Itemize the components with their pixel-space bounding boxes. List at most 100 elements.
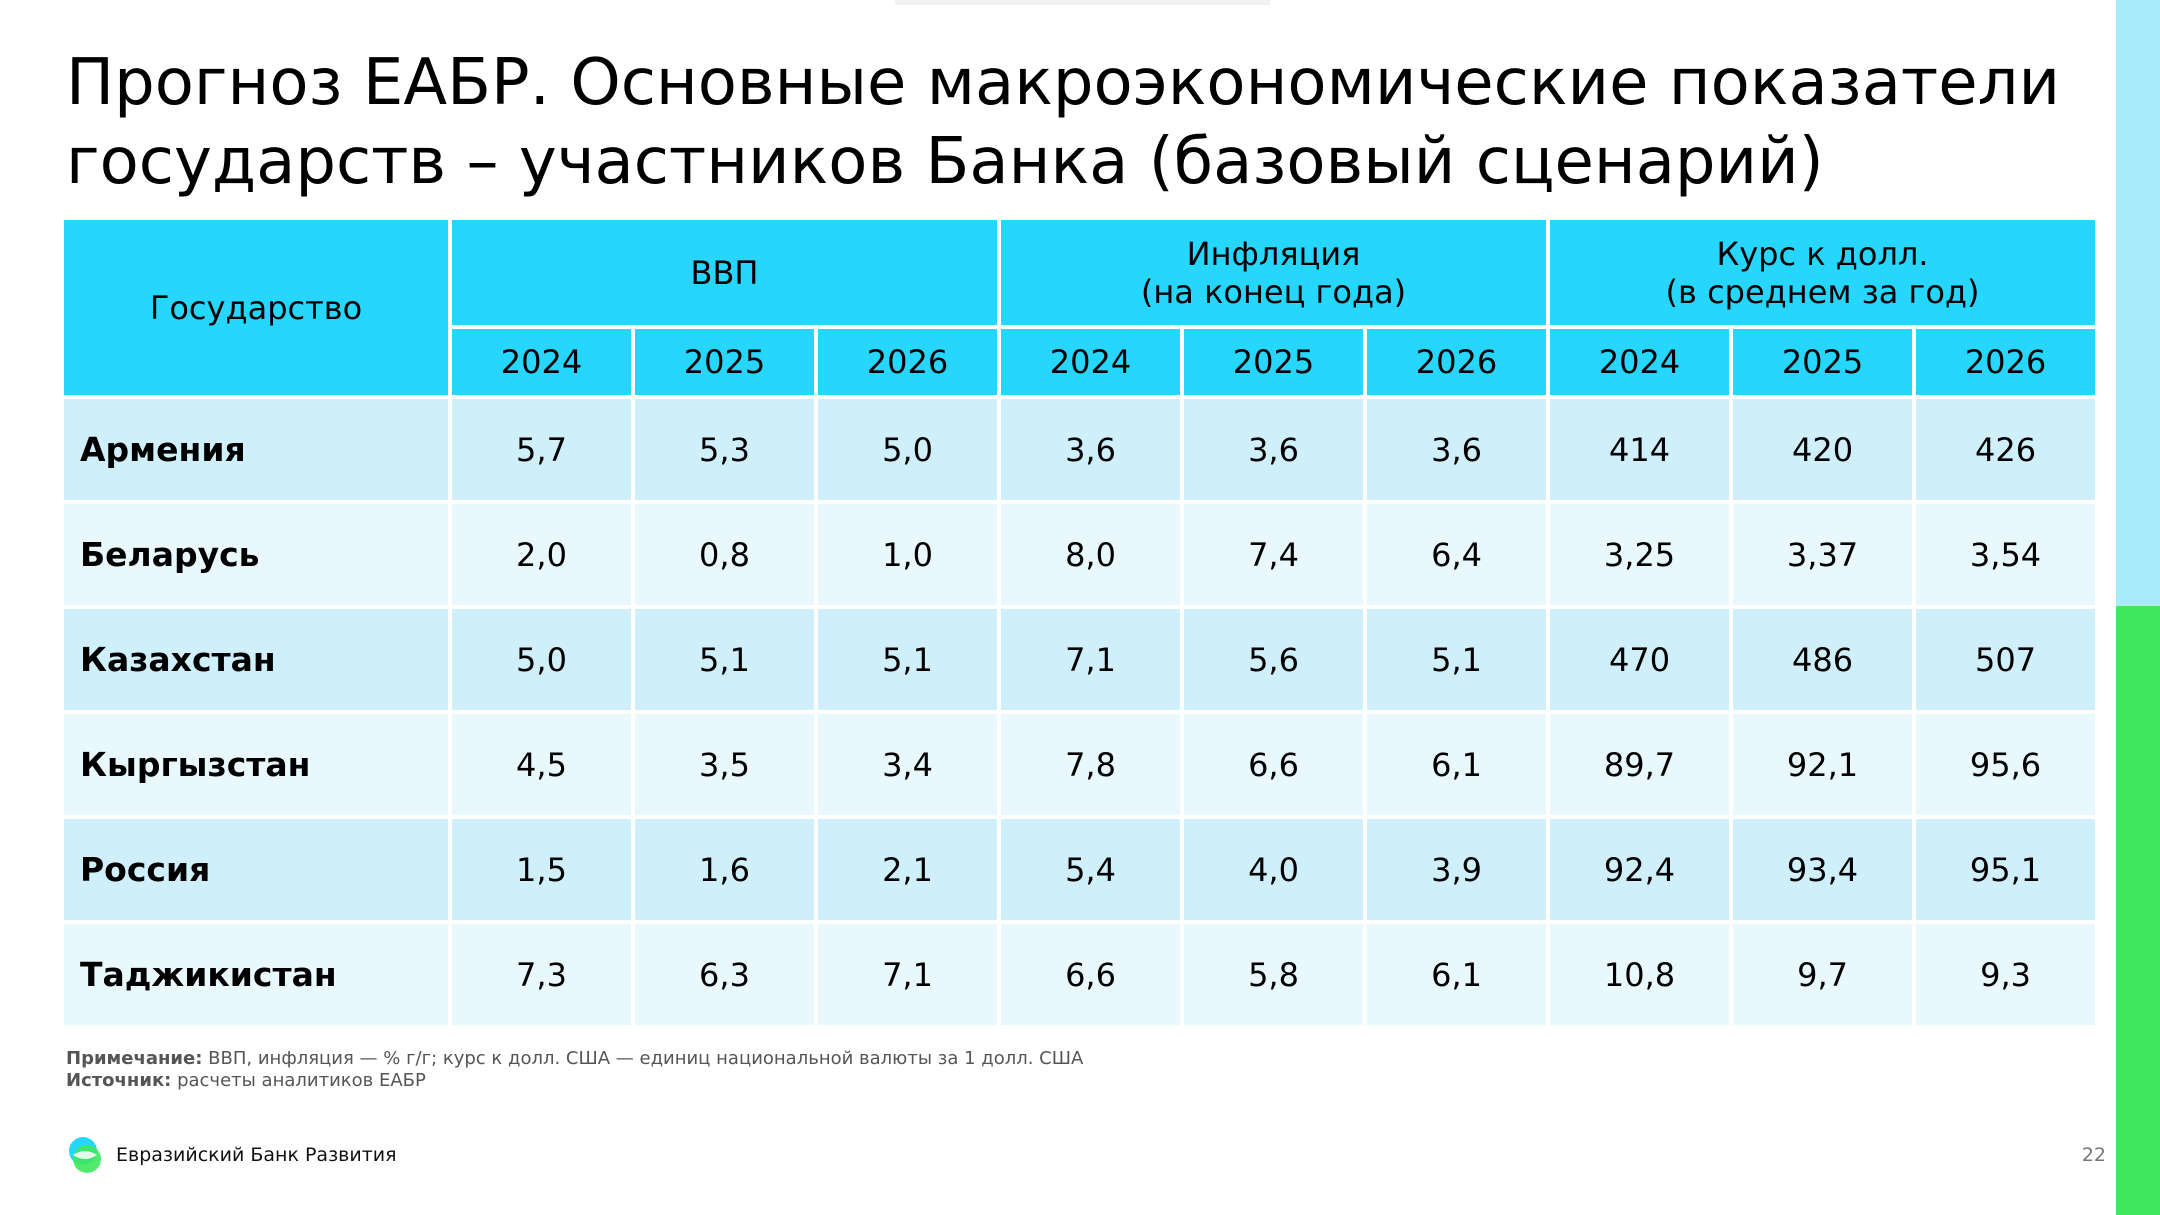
inflation-2025-cell: 7,4 — [1184, 504, 1364, 605]
country-name: Россия — [64, 819, 448, 920]
gdp-2026-cell: 7,1 — [818, 924, 998, 1025]
eadb-logo-icon — [69, 1137, 101, 1173]
source-line: Источник: расчеты аналитиков ЕАБР — [66, 1070, 1083, 1092]
header-group-gdp: ВВП — [452, 220, 998, 325]
inflation-2026-cell: 6,4 — [1367, 504, 1547, 605]
gdp-2026-cell: 5,0 — [818, 399, 998, 500]
gdp-2026-cell: 2,1 — [818, 819, 998, 920]
table-header-group-row: Государство ВВП Инфляция (на конец года)… — [64, 220, 2096, 395]
gdp-2024-cell: 2,0 — [452, 504, 631, 605]
exchange-rate-2024-cell: 3,25 — [1550, 504, 1730, 605]
gdp-2024-cell: 5,0 — [452, 609, 631, 710]
inflation-2025-cell: 5,6 — [1184, 609, 1364, 710]
exchange-rate-2026-cell: 95,6 — [1916, 714, 2096, 815]
inflation-2026-cell: 3,6 — [1367, 399, 1547, 500]
table-header-year-row: 2024 2025 2026 2024 2025 2026 2024 2025 … — [64, 329, 2096, 395]
note-text: ВВП, инфляция — % г/г; курс к долл. США … — [202, 1048, 1084, 1069]
inflation-2025-cell: 4,0 — [1184, 819, 1364, 920]
exchange-rate-2025-cell: 420 — [1733, 399, 1913, 500]
gdp-2024-cell: 1,5 — [452, 819, 631, 920]
right-accent-stripe-green — [2116, 606, 2160, 1215]
gdp-2025-cell: 3,5 — [635, 714, 814, 815]
inflation-2024-cell: 6,6 — [1001, 924, 1181, 1025]
slide-title-line-2: государств – участников Банка (базовый с… — [66, 125, 1824, 199]
inflation-2025-cell: 6,6 — [1184, 714, 1364, 815]
inflation-2024-cell: 3,6 — [1001, 399, 1181, 500]
header-group-exchange-rate-sublabel: (в среднем за год) — [1665, 272, 1980, 311]
right-accent-stripe-blue — [2116, 0, 2160, 606]
header-year: 2026 — [1916, 329, 2096, 395]
header-year: 2025 — [635, 329, 814, 395]
gdp-2026-cell: 3,4 — [818, 714, 998, 815]
inflation-2026-cell: 5,1 — [1367, 609, 1547, 710]
table-row-belarus: Беларусь 2,0 0,8 1,0 8,0 7,4 6,4 3,25 3,… — [64, 504, 2096, 605]
top-edge-marker — [895, 0, 1270, 5]
inflation-2024-cell: 8,0 — [1001, 504, 1181, 605]
gdp-2025-cell: 5,1 — [635, 609, 814, 710]
inflation-2025-cell: 3,6 — [1184, 399, 1364, 500]
slide-title: Прогноз ЕАБР. Основные макроэкономически… — [66, 44, 2076, 202]
exchange-rate-2026-cell: 3,54 — [1916, 504, 2096, 605]
exchange-rate-2025-cell: 9,7 — [1733, 924, 1913, 1025]
brand-logo: Евразийский Банк Развития — [64, 1134, 397, 1176]
exchange-rate-2024-cell: 414 — [1550, 399, 1730, 500]
table-row-tajikistan: Таджикистан 7,3 6,3 7,1 6,6 5,8 6,1 10,8… — [64, 924, 2096, 1025]
exchange-rate-2026-cell: 9,3 — [1916, 924, 2096, 1025]
header-group-inflation-label: Инфляция — [1186, 234, 1361, 273]
footnotes: Примечание: ВВП, инфляция — % г/г; курс … — [66, 1048, 1083, 1092]
country-name: Беларусь — [64, 504, 448, 605]
header-group-inflation-sublabel: (на конец года) — [1140, 272, 1407, 311]
header-year: 2026 — [1367, 329, 1547, 395]
country-name: Кыргызстан — [64, 714, 448, 815]
brand-name: Евразийский Банк Развития — [116, 1144, 397, 1166]
slide-title-line-1: Прогноз ЕАБР. Основные макроэкономически… — [66, 46, 2061, 120]
gdp-2025-cell: 0,8 — [635, 504, 814, 605]
exchange-rate-2026-cell: 507 — [1916, 609, 2096, 710]
exchange-rate-2026-cell: 95,1 — [1916, 819, 2096, 920]
inflation-2024-cell: 7,1 — [1001, 609, 1181, 710]
inflation-2026-cell: 6,1 — [1367, 714, 1547, 815]
exchange-rate-2024-cell: 89,7 — [1550, 714, 1730, 815]
header-group-exchange-rate: Курс к долл. (в среднем за год) — [1550, 220, 2096, 325]
table-row-armenia: Армения 5,7 5,3 5,0 3,6 3,6 3,6 414 420 … — [64, 399, 2096, 500]
note-line: Примечание: ВВП, инфляция — % г/г; курс … — [66, 1048, 1083, 1070]
exchange-rate-2024-cell: 10,8 — [1550, 924, 1730, 1025]
inflation-2026-cell: 3,9 — [1367, 819, 1547, 920]
header-country: Государство — [64, 220, 448, 395]
gdp-2024-cell: 7,3 — [452, 924, 631, 1025]
exchange-rate-2026-cell: 426 — [1916, 399, 2096, 500]
header-year: 2024 — [1001, 329, 1181, 395]
gdp-2025-cell: 6,3 — [635, 924, 814, 1025]
country-name: Таджикистан — [64, 924, 448, 1025]
exchange-rate-2024-cell: 92,4 — [1550, 819, 1730, 920]
exchange-rate-2025-cell: 3,37 — [1733, 504, 1913, 605]
gdp-2025-cell: 5,3 — [635, 399, 814, 500]
note-label: Примечание: — [66, 1048, 203, 1069]
header-year: 2025 — [1733, 329, 1913, 395]
inflation-2024-cell: 5,4 — [1001, 819, 1181, 920]
inflation-2024-cell: 7,8 — [1001, 714, 1181, 815]
header-group-exchange-rate-label: Курс к долл. — [1716, 234, 1929, 273]
table-row-russia: Россия 1,5 1,6 2,1 5,4 4,0 3,9 92,4 93,4… — [64, 819, 2096, 920]
exchange-rate-2024-cell: 470 — [1550, 609, 1730, 710]
inflation-2025-cell: 5,8 — [1184, 924, 1364, 1025]
table-row-kazakhstan: Казахстан 5,0 5,1 5,1 7,1 5,6 5,1 470 48… — [64, 609, 2096, 710]
header-group-gdp-label: ВВП — [690, 253, 759, 292]
inflation-2026-cell: 6,1 — [1367, 924, 1547, 1025]
header-year: 2024 — [452, 329, 631, 395]
header-group-inflation: Инфляция (на конец года) — [1001, 220, 1547, 325]
table-row-kyrgyzstan: Кыргызстан 4,5 3,5 3,4 7,8 6,6 6,1 89,7 … — [64, 714, 2096, 815]
source-text: расчеты аналитиков ЕАБР — [171, 1070, 426, 1091]
country-name: Армения — [64, 399, 448, 500]
gdp-2024-cell: 4,5 — [452, 714, 631, 815]
page-number: 22 — [2081, 1144, 2106, 1166]
country-name: Казахстан — [64, 609, 448, 710]
exchange-rate-2025-cell: 93,4 — [1733, 819, 1913, 920]
header-year: 2026 — [818, 329, 998, 395]
gdp-2026-cell: 1,0 — [818, 504, 998, 605]
header-year: 2025 — [1184, 329, 1364, 395]
macro-indicators-table: Государство ВВП Инфляция (на конец года)… — [60, 216, 2099, 1029]
gdp-2024-cell: 5,7 — [452, 399, 631, 500]
exchange-rate-2025-cell: 486 — [1733, 609, 1913, 710]
exchange-rate-2025-cell: 92,1 — [1733, 714, 1913, 815]
